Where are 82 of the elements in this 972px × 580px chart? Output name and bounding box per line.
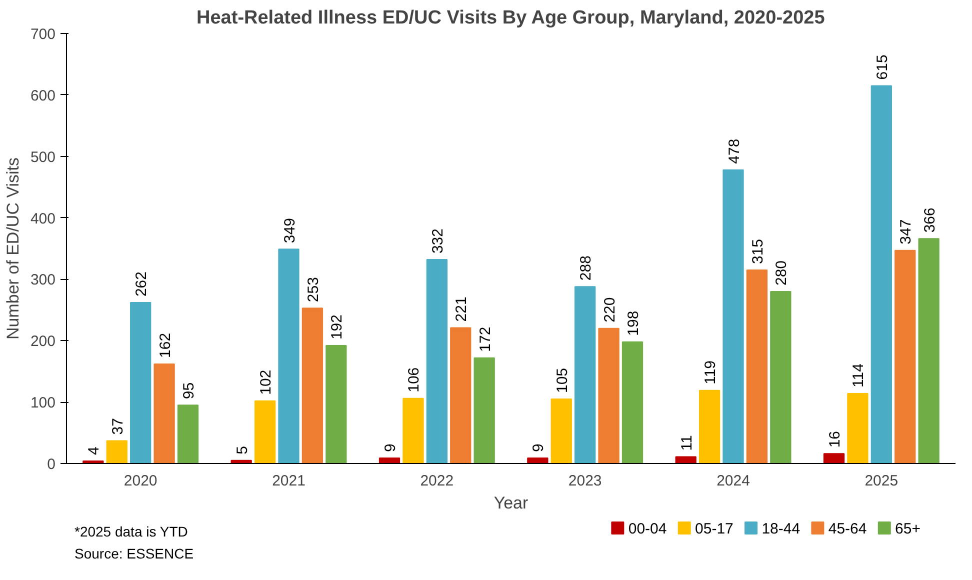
bar xyxy=(550,398,572,464)
bar xyxy=(326,345,347,464)
data-label: 478 xyxy=(726,138,743,164)
chart-title: Heat-Related Illness ED/UC Visits By Age Group, Maryland, 2020-2025 xyxy=(196,8,826,28)
y-tick-label: 0 xyxy=(47,456,56,473)
data-label: 9 xyxy=(530,444,548,452)
data-label: 192 xyxy=(328,314,346,340)
data-label: 262 xyxy=(133,272,150,297)
source-note: Source: ESSENCE xyxy=(74,546,194,562)
data-label: 5 xyxy=(234,446,251,454)
bar xyxy=(622,341,644,464)
data-label: 95 xyxy=(180,382,198,400)
bar xyxy=(527,457,548,464)
data-label: 349 xyxy=(281,218,298,244)
bar xyxy=(870,85,892,464)
y-tick-label: 100 xyxy=(30,394,56,412)
x-tick-label: 2024 xyxy=(716,472,750,490)
bar xyxy=(450,327,472,464)
x-axis-title: Year xyxy=(494,494,529,512)
legend-label: 18-44 xyxy=(762,520,800,538)
data-label: 198 xyxy=(624,310,642,336)
data-label: 172 xyxy=(476,326,494,352)
bar xyxy=(746,270,768,464)
data-label: 280 xyxy=(773,260,790,286)
bar xyxy=(402,398,424,464)
x-tick-label: 2020 xyxy=(124,472,158,490)
data-label: 106 xyxy=(406,367,423,392)
text: *2025 data is YTD xyxy=(74,524,188,540)
bar xyxy=(823,453,845,464)
bar xyxy=(918,238,940,464)
bar xyxy=(598,328,620,464)
data-label: 9 xyxy=(382,444,400,452)
data-label: 221 xyxy=(453,296,470,322)
bar xyxy=(177,404,199,464)
x-tick-label: 2022 xyxy=(420,472,454,490)
legend-label: 65+ xyxy=(895,520,921,538)
bar xyxy=(154,363,175,464)
y-tick-label: 400 xyxy=(30,210,56,228)
legend-label: 45-64 xyxy=(828,520,867,538)
data-label: 615 xyxy=(874,54,891,80)
bar xyxy=(675,456,696,464)
bar xyxy=(278,248,300,464)
bar xyxy=(426,259,448,464)
bar xyxy=(698,390,720,464)
y-axis-title: Number of ED/UC Visits xyxy=(3,157,22,340)
bar xyxy=(130,302,152,464)
legend-label: 05-17 xyxy=(695,520,734,538)
data-label: 288 xyxy=(578,256,595,281)
y-tick-label: 200 xyxy=(30,333,56,350)
data-label: 366 xyxy=(921,208,938,233)
data-label: 253 xyxy=(304,277,322,302)
data-label: 114 xyxy=(850,364,868,388)
legend-label: 00-04 xyxy=(628,520,667,538)
bar xyxy=(378,457,400,464)
x-tick-label: 2021 xyxy=(272,472,306,490)
y-tick-label: 600 xyxy=(30,87,56,104)
x-tick-label: 2023 xyxy=(568,472,602,490)
bar xyxy=(474,357,495,464)
data-label: 102 xyxy=(258,370,275,395)
y-tick-label: 500 xyxy=(30,148,56,166)
data-label: 220 xyxy=(601,297,618,322)
data-label: 119 xyxy=(702,360,720,384)
data-label: 4 xyxy=(86,446,103,456)
bar xyxy=(770,291,792,464)
data-label: 16 xyxy=(826,430,844,448)
bar xyxy=(847,392,868,464)
bar xyxy=(894,250,916,464)
data-label: 347 xyxy=(898,219,915,244)
x-tick-label: 2025 xyxy=(864,472,898,490)
bar xyxy=(574,286,596,464)
data-label: 162 xyxy=(156,332,174,358)
bar xyxy=(254,400,276,464)
bar xyxy=(722,169,744,464)
y-tick-label: 700 xyxy=(30,26,56,43)
data-label: 332 xyxy=(429,228,446,254)
data-label: 37 xyxy=(109,418,126,435)
bar xyxy=(106,440,128,464)
bar xyxy=(302,308,324,464)
data-label: 11 xyxy=(678,435,696,451)
data-label: 315 xyxy=(749,238,766,264)
data-label: 105 xyxy=(554,368,571,393)
y-tick-label: 300 xyxy=(30,272,56,289)
